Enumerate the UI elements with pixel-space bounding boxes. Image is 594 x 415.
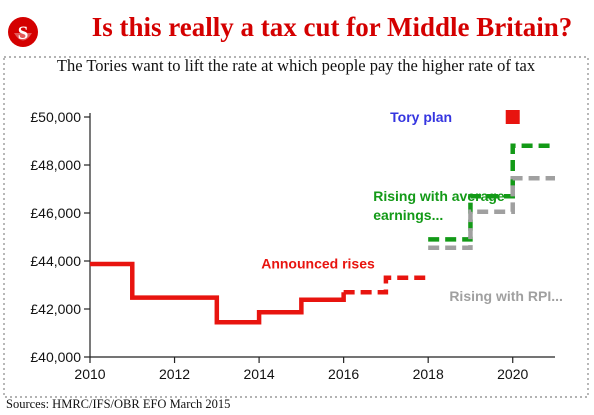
annotation-line: Rising with average [373, 188, 505, 204]
series-line-2 [343, 275, 429, 295]
source-note: Sources: HMRC/IFS/OBR EFO March 2015 [6, 397, 230, 411]
tory-plan-marker [505, 110, 520, 124]
x-tick-label: 2020 [497, 366, 528, 382]
plot-area [90, 110, 555, 325]
chart-title: Is this really a tax cut for Middle Brit… [92, 12, 573, 42]
brand-logo: S [8, 17, 38, 47]
y-tick-label: £42,000 [30, 301, 81, 317]
annotation-2: Rising with average earnings... [373, 188, 505, 223]
annotation-1: Tory plan [390, 109, 452, 125]
series-line-1 [90, 261, 346, 325]
series-line-4 [428, 175, 555, 251]
logo-cup [14, 33, 32, 41]
series-line-3 [428, 143, 555, 242]
x-tick-label: 2016 [328, 366, 359, 382]
x-tick-label: 2014 [244, 366, 275, 382]
y-tick-label: £48,000 [30, 157, 81, 173]
x-tick-label: 2018 [413, 366, 444, 382]
x-tick-label: 2010 [74, 366, 105, 382]
annotation-4: Rising with RPI... [449, 288, 563, 304]
chart-subtitle: The Tories want to lift the rate at whic… [57, 56, 536, 75]
logo-badge [8, 17, 38, 47]
y-tick-label: £40,000 [30, 349, 81, 365]
y-tick-label: £50,000 [30, 109, 81, 125]
y-tick-label: £44,000 [30, 253, 81, 269]
annotation-line: earnings... [373, 207, 443, 223]
logo-letter: S [18, 23, 29, 44]
chart-frame [3, 56, 589, 398]
axes: £40,000 £42,000 £44,000 £46,000 £48,000 £50,0… [30, 109, 555, 382]
x-tick-label: 2012 [159, 366, 190, 382]
y-tick-label: £46,000 [30, 205, 81, 221]
annotation-line: Rising with RPI... [449, 288, 563, 304]
annotation-3: Announced rises [261, 255, 375, 271]
annotation-line: Announced rises [261, 255, 375, 271]
annotation-line: Tory plan [390, 109, 452, 125]
annotations: Tory plan Rising with average earnings... A… [261, 109, 563, 304]
